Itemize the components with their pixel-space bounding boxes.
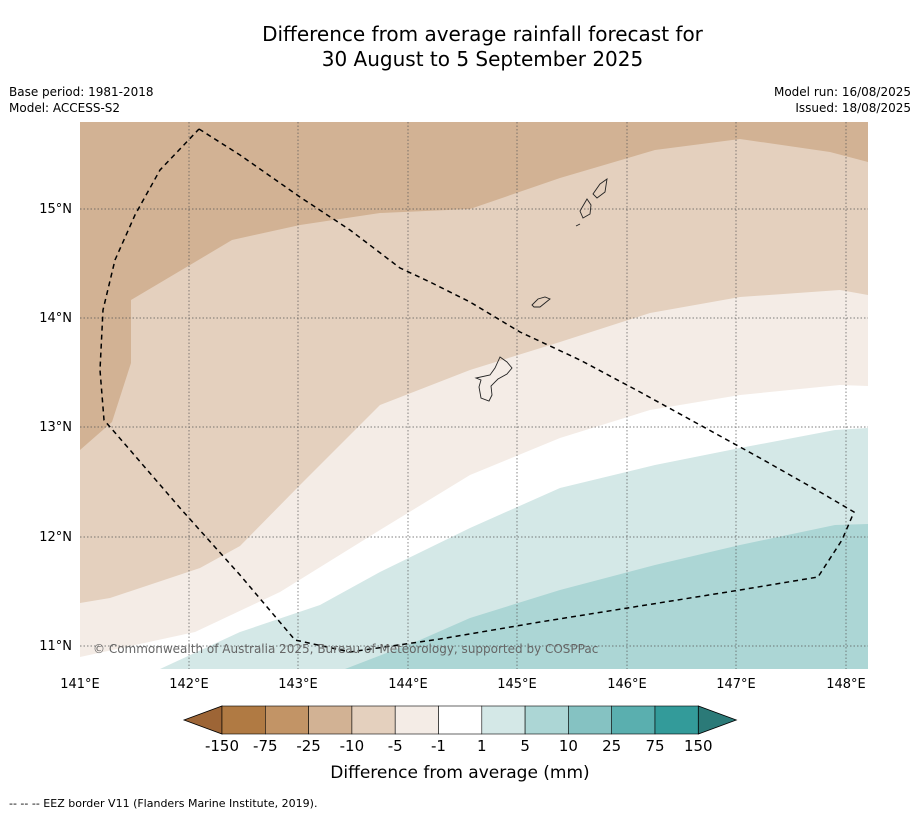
colorbar-label: 150 — [684, 737, 713, 755]
colorbar-label: -10 — [340, 737, 365, 755]
meta-left: Base period: 1981-2018 Model: ACCESS-S2 — [9, 84, 154, 116]
lon-tick-144e: 144°E — [388, 677, 428, 692]
colorbar-segment — [394, 705, 439, 735]
colorbar-segment — [568, 705, 613, 735]
colorbar-label: 5 — [520, 737, 530, 755]
colorbar-segment — [308, 705, 353, 735]
islands — [474, 178, 608, 402]
colorbar-extend-high — [697, 705, 738, 735]
colorbar-label: 10 — [559, 737, 578, 755]
lat-tick-12n: 12°N — [39, 530, 72, 545]
colorbar-label: -75 — [253, 737, 278, 755]
base-period: Base period: 1981-2018 — [9, 85, 154, 99]
graticule — [80, 122, 868, 669]
colorbar-label: 75 — [645, 737, 664, 755]
colorbar-label: -150 — [205, 737, 239, 755]
colorbar-label: -5 — [388, 737, 403, 755]
island-aguijan — [575, 223, 581, 227]
lat-tick-13n: 13°N — [39, 420, 72, 435]
lon-tick-141e: 141°E — [60, 677, 100, 692]
footer-note: -- -- -- EEZ border V11 (Flanders Marine… — [9, 797, 318, 810]
colorbar-segment — [264, 705, 309, 735]
lon-tick-143e: 143°E — [278, 677, 318, 692]
map-title-line-2: 30 August to 5 September 2025 — [321, 47, 644, 71]
colorbar-label: -1 — [431, 737, 446, 755]
copyright-text: © Commonwealth of Australia 2025, Bureau… — [93, 642, 598, 656]
lat-tick-15n: 15°N — [39, 202, 72, 217]
island-saipan — [592, 178, 608, 199]
map-title: Difference from average rainfall forecas… — [0, 22, 919, 72]
latitude-labels: 15°N 14°N 13°N 12°N 11°N — [39, 202, 72, 654]
map-title-line-1: Difference from average rainfall forecas… — [262, 22, 703, 46]
lon-tick-145e: 145°E — [497, 677, 537, 692]
lon-tick-148e: 148°E — [826, 677, 866, 692]
issued-date: Issued: 18/08/2025 — [795, 101, 911, 115]
lat-tick-14n: 14°N — [39, 311, 72, 326]
colorbar-title: Difference from average (mm) — [330, 763, 589, 783]
meta-right: Model run: 16/08/2025 Issued: 18/08/2025 — [774, 84, 911, 116]
lon-tick-146e: 146°E — [607, 677, 647, 692]
colorbar-segment — [351, 705, 396, 735]
colorbar-label: 1 — [477, 737, 487, 755]
colorbar: -150 -75 -25 -10 -5 -1 1 5 10 25 75 150 — [182, 705, 738, 755]
map-plot-area — [80, 122, 868, 669]
model-run: Model run: 16/08/2025 — [773, 85, 911, 99]
lon-tick-147e: 147°E — [716, 677, 756, 692]
colorbar-segment — [654, 705, 699, 735]
colorbar-segment — [524, 705, 569, 735]
colorbar-segment — [438, 705, 483, 735]
colorbar-label: -25 — [296, 737, 321, 755]
colorbar-segment — [221, 705, 266, 735]
island-guam — [474, 356, 513, 402]
colorbar-segment — [481, 705, 526, 735]
colorbar-label: 25 — [602, 737, 621, 755]
longitude-labels: 141°E 142°E 143°E 144°E 145°E 146°E 147°… — [60, 677, 866, 692]
island-rota — [531, 296, 551, 308]
lat-tick-11n: 11°N — [39, 639, 72, 654]
colorbar-extend-low — [182, 705, 223, 735]
eez-border — [99, 128, 855, 653]
colorbar-segment — [611, 705, 656, 735]
lon-tick-142e: 142°E — [169, 677, 209, 692]
island-tinian — [579, 198, 592, 219]
model-name: Model: ACCESS-S2 — [9, 101, 121, 115]
